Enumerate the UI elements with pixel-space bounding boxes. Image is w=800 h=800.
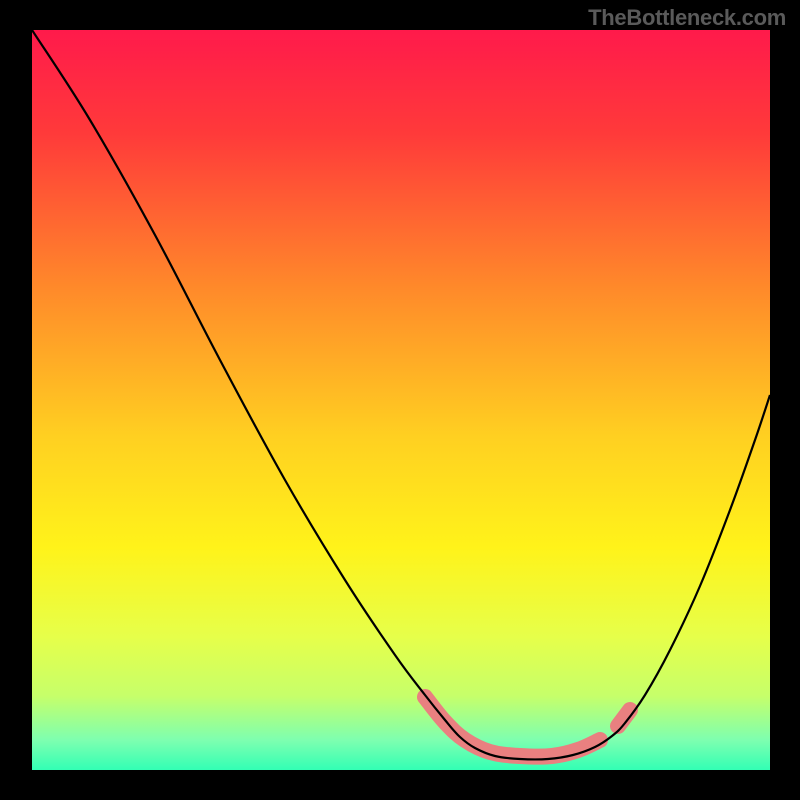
bottleneck-curve-chart	[0, 0, 800, 800]
watermark-text: TheBottleneck.com	[588, 5, 786, 31]
chart-container: TheBottleneck.com	[0, 0, 800, 800]
gradient-background	[32, 30, 770, 770]
